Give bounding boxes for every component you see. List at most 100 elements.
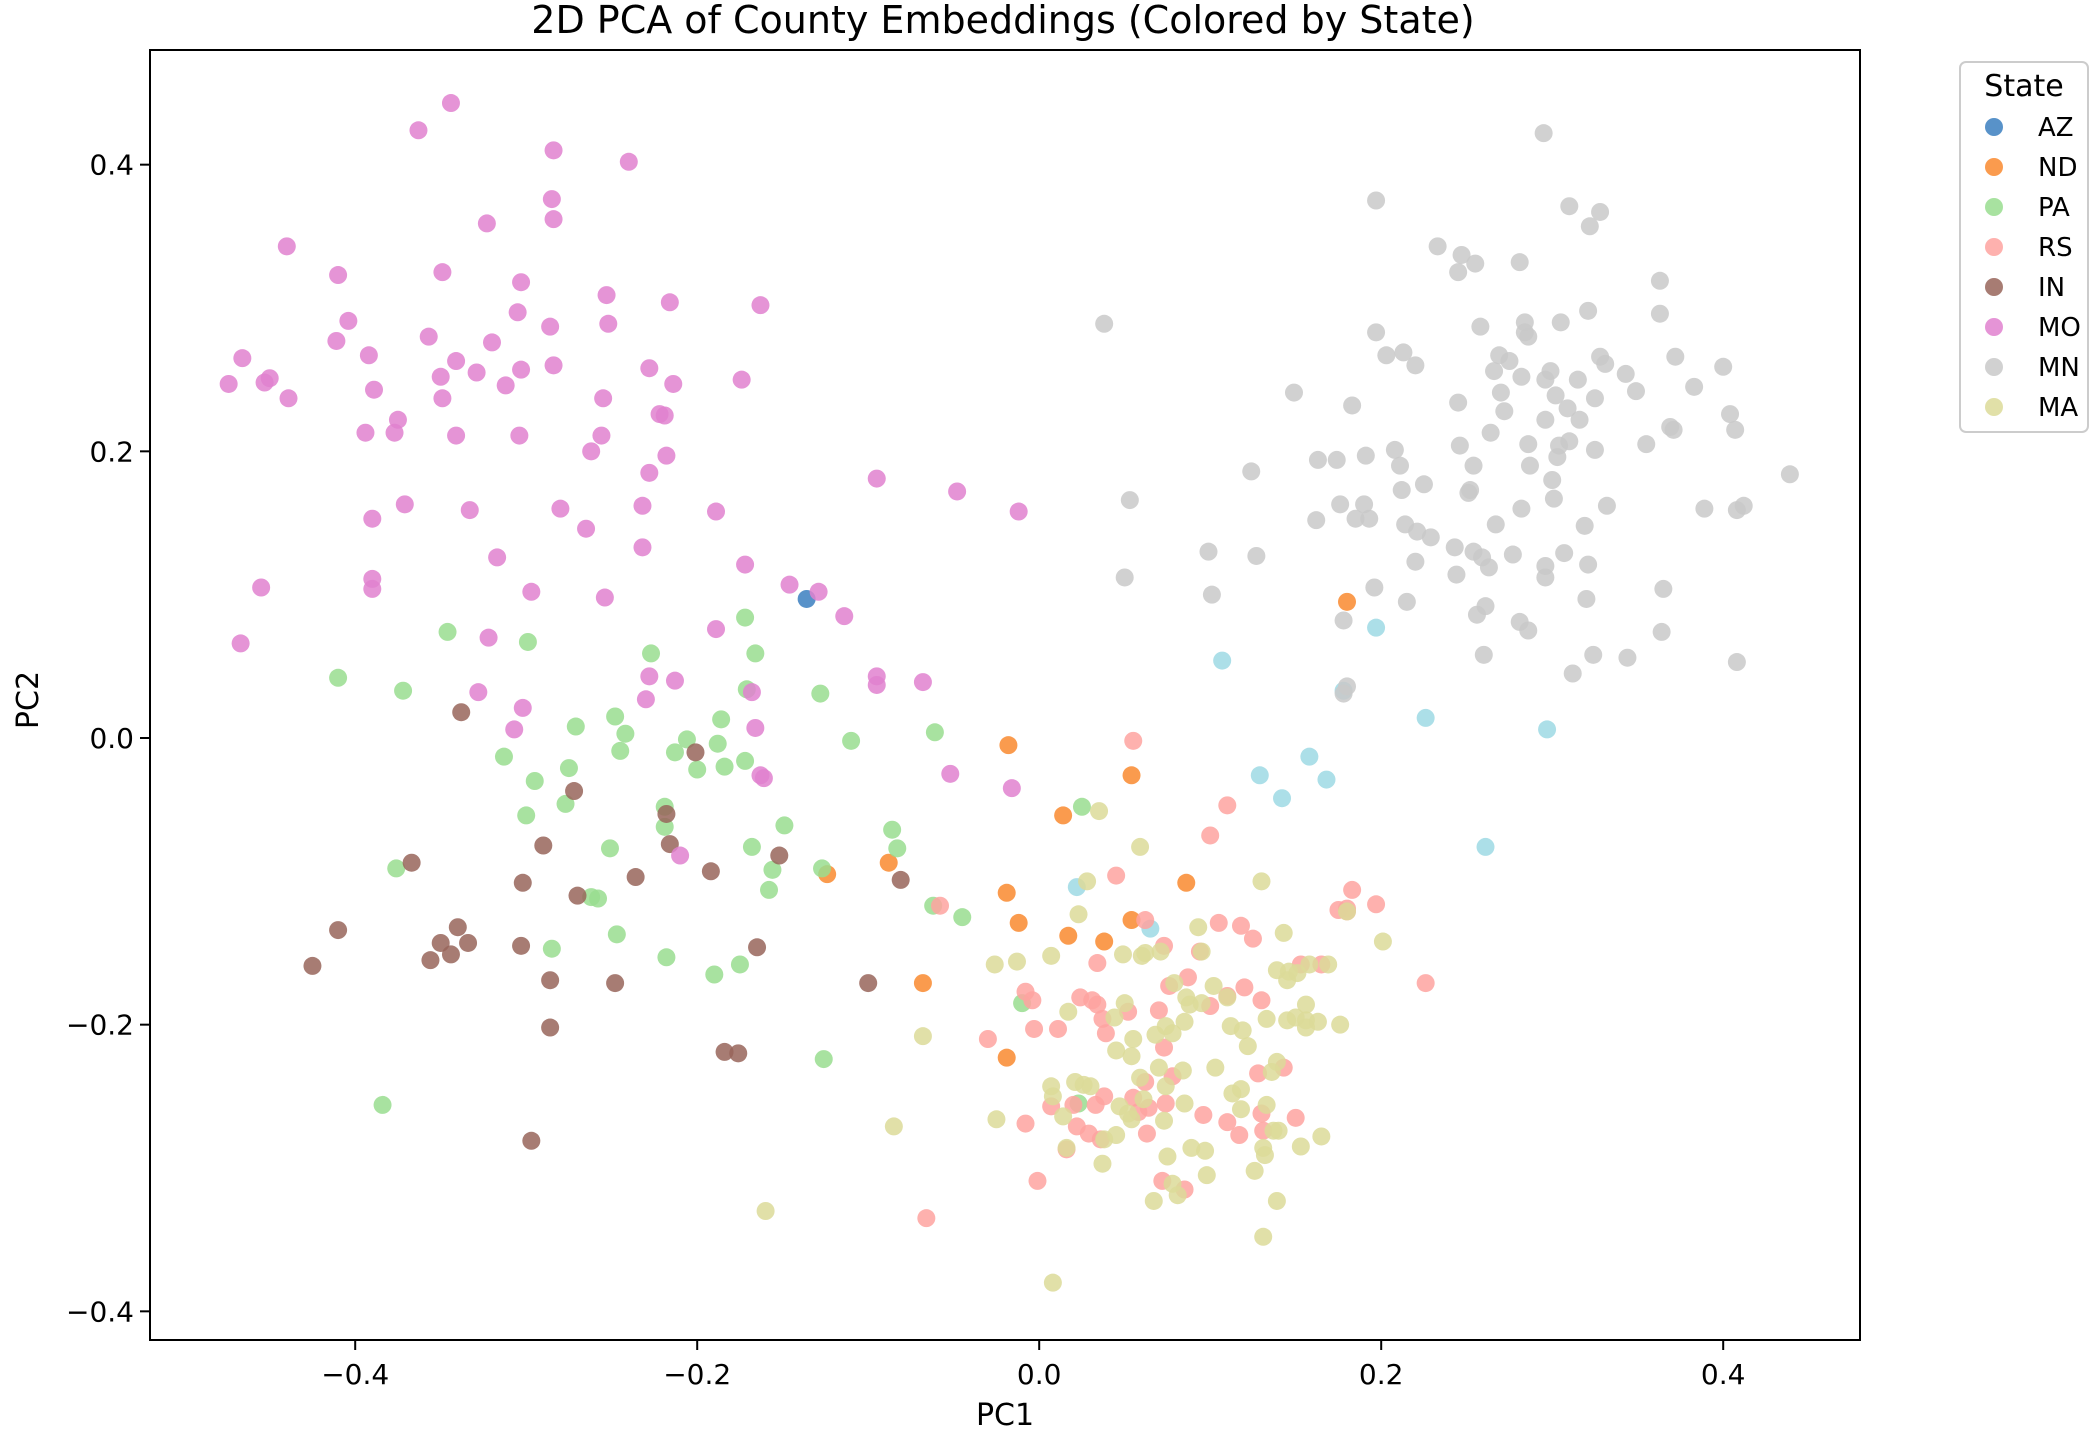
data-point-mn bbox=[1626, 382, 1645, 401]
data-point-mo bbox=[483, 333, 501, 352]
legend-label-pa: PA bbox=[2038, 193, 2070, 223]
data-point-pa bbox=[606, 707, 625, 726]
data-point-ma bbox=[1296, 1018, 1315, 1037]
legend-items: AZ ND PA RS IN MO MN MA bbox=[1985, 113, 2081, 423]
data-point-mn bbox=[1450, 436, 1469, 455]
data-point-ma bbox=[1168, 1186, 1187, 1205]
data-point-mn bbox=[1558, 399, 1577, 418]
data-point-mn bbox=[1452, 245, 1471, 264]
data-point-rs bbox=[1049, 1019, 1068, 1038]
data-point-mo bbox=[279, 389, 298, 408]
data-point-mn bbox=[1461, 481, 1480, 500]
legend-label-ma: MA bbox=[2038, 393, 2078, 423]
data-point-mn bbox=[1510, 253, 1529, 272]
data-point-in bbox=[715, 1042, 734, 1061]
data-point-mn bbox=[1486, 515, 1505, 534]
data-point-rs bbox=[1023, 991, 1042, 1010]
x-tick-label: −0.2 bbox=[663, 1358, 731, 1391]
data-point bbox=[1300, 747, 1319, 766]
data-point-rs bbox=[1088, 995, 1107, 1014]
data-point-ma bbox=[1231, 1080, 1250, 1099]
data-point-in bbox=[859, 974, 878, 993]
data-point-ma bbox=[1173, 1061, 1192, 1080]
data-point-mo bbox=[582, 442, 601, 461]
data-point-ma bbox=[1149, 1058, 1168, 1077]
data-point-rs bbox=[1252, 991, 1271, 1010]
data-point-pa bbox=[746, 644, 765, 663]
data-point-mo bbox=[577, 519, 596, 538]
data-point-mn bbox=[1544, 489, 1563, 508]
data-point-mo bbox=[867, 675, 886, 694]
data-point-mo bbox=[363, 509, 382, 528]
data-point-mo bbox=[657, 446, 676, 465]
legend-label-mn: MN bbox=[2038, 353, 2080, 383]
legend-marker-in bbox=[1985, 278, 2003, 296]
data-point-nd bbox=[999, 736, 1018, 755]
data-point-mn bbox=[1650, 304, 1669, 323]
data-point-mo bbox=[431, 367, 450, 386]
data-point-pa bbox=[373, 1095, 392, 1114]
legend-marker-mo bbox=[1985, 318, 2003, 336]
data-point-mn bbox=[1495, 402, 1514, 421]
data-point-mn bbox=[1391, 456, 1410, 475]
data-point-mo bbox=[447, 352, 466, 371]
data-point-rs bbox=[1016, 1114, 1035, 1133]
data-point-mn bbox=[1346, 509, 1365, 528]
data-point bbox=[1250, 766, 1269, 785]
data-point-mn bbox=[1685, 377, 1704, 396]
data-point-mn bbox=[1308, 450, 1327, 469]
data-point-in bbox=[448, 918, 467, 937]
data-point-rs bbox=[931, 896, 950, 915]
data-point-mo bbox=[867, 469, 886, 488]
data-point-ma bbox=[1163, 1024, 1182, 1043]
data-point-rs bbox=[1343, 880, 1362, 899]
data-point-ma bbox=[1158, 1147, 1177, 1166]
data-point-in bbox=[686, 743, 705, 762]
data-point-in bbox=[441, 945, 460, 964]
data-point-mn bbox=[1202, 585, 1221, 604]
x-tick-label: 0.2 bbox=[1359, 1358, 1404, 1391]
data-point-mo bbox=[599, 314, 618, 333]
data-point-mo bbox=[508, 303, 527, 322]
data-point-mn bbox=[1585, 389, 1604, 408]
data-point-mo bbox=[359, 346, 378, 365]
data-point-mn bbox=[1331, 495, 1350, 514]
data-point-rs bbox=[1028, 1171, 1047, 1190]
data-point-nd bbox=[1338, 592, 1356, 611]
data-point-mn bbox=[1343, 396, 1362, 415]
data-point-ma bbox=[1197, 1166, 1216, 1185]
data-point-rs bbox=[1156, 1094, 1175, 1113]
data-point-mo bbox=[356, 423, 375, 442]
data-point-mo bbox=[447, 426, 466, 445]
data-point bbox=[1317, 770, 1336, 789]
data-point-mn bbox=[1242, 462, 1261, 481]
data-point-mn bbox=[1650, 271, 1669, 290]
data-point-in bbox=[626, 868, 645, 887]
legend-marker-ma bbox=[1985, 398, 2003, 416]
data-point-mo bbox=[640, 463, 659, 482]
data-point-mo bbox=[496, 376, 515, 395]
data-point-ma bbox=[1081, 1077, 1100, 1096]
data-point-mn bbox=[1575, 516, 1594, 535]
data-point-mn bbox=[1580, 217, 1599, 236]
data-point-mn bbox=[1408, 522, 1427, 541]
data-point-mn bbox=[1406, 356, 1425, 375]
data-point-mn bbox=[1479, 558, 1498, 577]
data-point-rs bbox=[1201, 826, 1220, 845]
data-point-mn bbox=[1726, 420, 1745, 439]
data-point-rs bbox=[1218, 796, 1237, 815]
legend-marker-nd bbox=[1985, 158, 2003, 176]
data-point-ma bbox=[987, 1110, 1006, 1129]
data-point-rs bbox=[1137, 1124, 1156, 1143]
data-point-mo bbox=[409, 121, 428, 140]
data-point-mn bbox=[1307, 511, 1326, 530]
data-point-mn bbox=[1447, 565, 1466, 584]
data-point-mn bbox=[1734, 496, 1753, 515]
y-tick-label: 0.2 bbox=[89, 435, 134, 468]
data-point-in bbox=[770, 846, 789, 865]
data-point-mn bbox=[1406, 552, 1425, 571]
data-point-mo bbox=[469, 683, 488, 702]
data-point-pa bbox=[394, 681, 413, 700]
data-point-mo bbox=[385, 423, 404, 442]
data-point-mo bbox=[219, 374, 238, 393]
